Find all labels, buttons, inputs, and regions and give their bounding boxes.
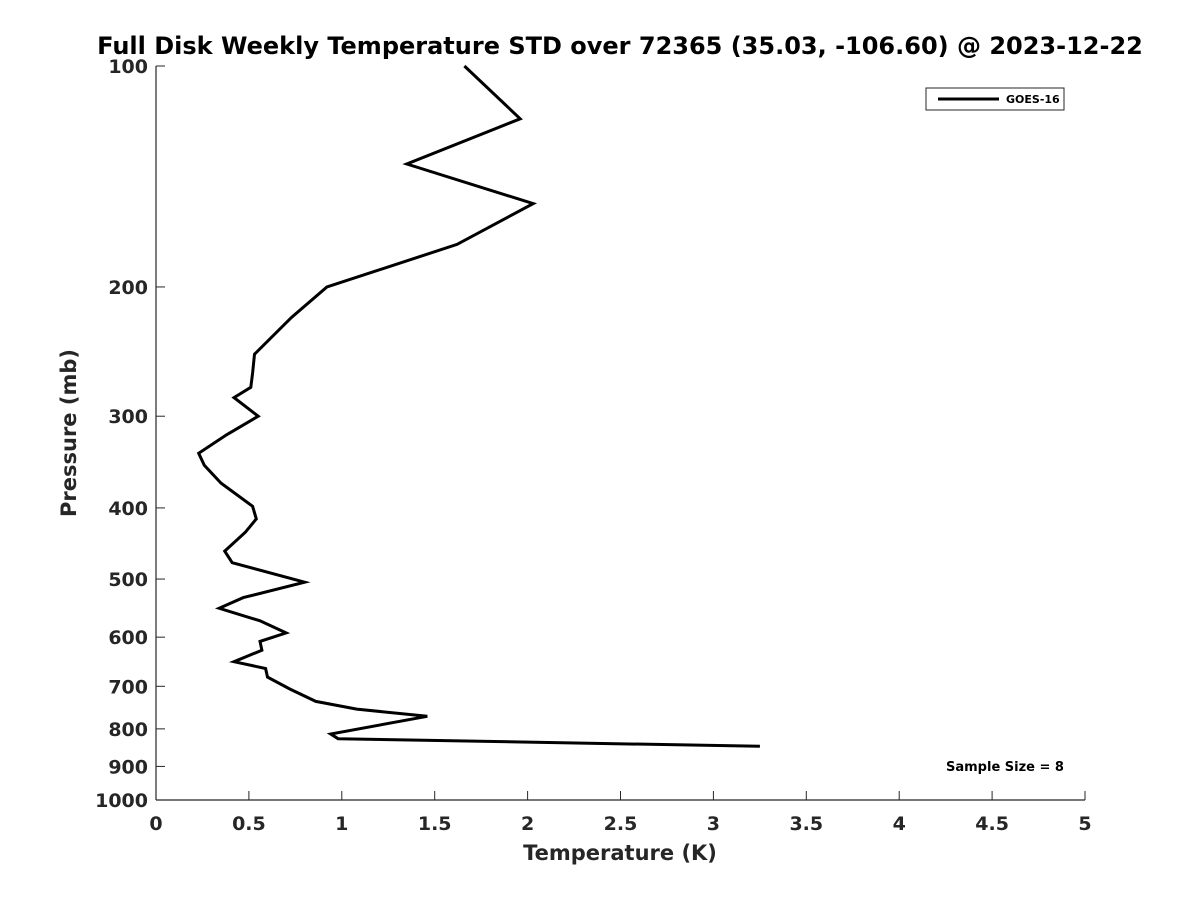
sample-size-annotation: Sample Size = 8: [946, 760, 1064, 775]
y-tick-label: 1000: [95, 790, 148, 812]
y-tick-label: 300: [108, 406, 148, 428]
y-tick-label: 900: [108, 756, 148, 778]
x-tick-label: 1.5: [418, 813, 452, 835]
legend: GOES-16: [925, 87, 1065, 111]
y-tick-label: 400: [108, 498, 148, 520]
y-axis-label: Pressure (mb): [57, 349, 81, 517]
x-axis-label: Temperature (K): [523, 841, 717, 865]
x-tick-label: 2.5: [604, 813, 638, 835]
series-line-goes-16: [196, 64, 760, 748]
x-tick-label: 2: [521, 813, 534, 835]
y-ticks: 100 200 300 400 500 600 700 800 900 1000: [95, 56, 165, 812]
x-tick-label: 5: [1078, 813, 1091, 835]
x-tick-label: 1: [335, 813, 348, 835]
y-tick-label: 200: [108, 277, 148, 299]
x-tick-label: 3.5: [789, 813, 823, 835]
x-tick-label: 4.5: [975, 813, 1009, 835]
x-tick-label: 4: [893, 813, 906, 835]
x-tick-label: 3: [707, 813, 720, 835]
legend-entry-label: GOES-16: [1006, 93, 1060, 106]
y-tick-label: 500: [108, 569, 148, 591]
axes: 0 0.5 1 1.5 2 2.5 3 3.5 4 4.5 5 100 200 300 400 500 600…: [95, 56, 1092, 835]
series-group: [196, 64, 760, 748]
x-ticks: 0 0.5 1 1.5 2 2.5 3 3.5 4 4.5 5: [149, 791, 1092, 835]
y-tick-label: 100: [108, 56, 148, 78]
x-tick-label: 0: [149, 813, 162, 835]
y-tick-label: 800: [108, 719, 148, 741]
x-tick-label: 0.5: [232, 813, 266, 835]
y-tick-label: 600: [108, 627, 148, 649]
chart-title: Full Disk Weekly Temperature STD over 72…: [97, 32, 1143, 60]
y-tick-label: 700: [108, 676, 148, 698]
